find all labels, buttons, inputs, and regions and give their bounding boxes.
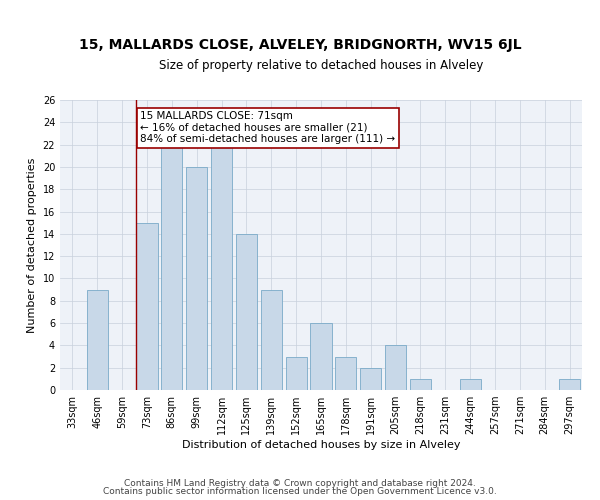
Bar bbox=[385, 346, 406, 390]
Bar bbox=[360, 368, 381, 390]
Title: Size of property relative to detached houses in Alveley: Size of property relative to detached ho… bbox=[159, 60, 483, 72]
Bar bbox=[186, 167, 207, 390]
Text: Contains public sector information licensed under the Open Government Licence v3: Contains public sector information licen… bbox=[103, 487, 497, 496]
Bar bbox=[559, 379, 580, 390]
Text: 15, MALLARDS CLOSE, ALVELEY, BRIDGNORTH, WV15 6JL: 15, MALLARDS CLOSE, ALVELEY, BRIDGNORTH,… bbox=[79, 38, 521, 52]
Bar bbox=[460, 379, 481, 390]
Bar bbox=[286, 356, 307, 390]
Bar bbox=[211, 144, 232, 390]
Bar bbox=[410, 379, 431, 390]
Text: Contains HM Land Registry data © Crown copyright and database right 2024.: Contains HM Land Registry data © Crown c… bbox=[124, 478, 476, 488]
X-axis label: Distribution of detached houses by size in Alveley: Distribution of detached houses by size … bbox=[182, 440, 460, 450]
Bar bbox=[236, 234, 257, 390]
Bar bbox=[136, 222, 158, 390]
Bar bbox=[261, 290, 282, 390]
Y-axis label: Number of detached properties: Number of detached properties bbox=[27, 158, 37, 332]
Bar bbox=[335, 356, 356, 390]
Bar bbox=[161, 144, 182, 390]
Bar bbox=[87, 290, 108, 390]
Text: 15 MALLARDS CLOSE: 71sqm
← 16% of detached houses are smaller (21)
84% of semi-d: 15 MALLARDS CLOSE: 71sqm ← 16% of detach… bbox=[140, 111, 395, 144]
Bar bbox=[310, 323, 332, 390]
